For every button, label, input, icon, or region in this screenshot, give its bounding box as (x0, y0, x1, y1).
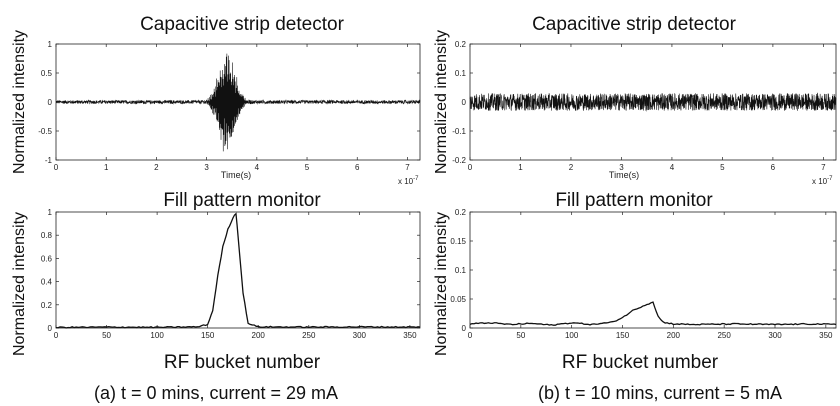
x-tick-label: 4 (670, 163, 675, 172)
x-tick-label: 100 (150, 331, 164, 340)
x-tick-label: 200 (667, 331, 681, 340)
y-tick-label: 0.6 (41, 254, 53, 263)
x-tick-label: 300 (768, 331, 782, 340)
y-tick-label: 0.2 (455, 208, 467, 217)
y-tick-label: 0 (48, 98, 53, 107)
x-tick-label: 250 (717, 331, 731, 340)
x-tick-label: 50 (102, 331, 111, 340)
x-tick-label: 150 (616, 331, 630, 340)
panel-b-top-exponent-base: x 10 (812, 177, 828, 186)
y-tick-label: 0.5 (41, 69, 53, 78)
x-tick-label: 3 (619, 163, 624, 172)
panel-a-bottom-xlabel: RF bucket number (164, 352, 321, 373)
plot-a-bottom: 0 50 100 150 200 250 300 350 0 0.2 0.4 0.6 0.8 1 (41, 208, 421, 340)
x-tick-label: 7 (821, 163, 826, 172)
x-tick-label: 5 (305, 163, 310, 172)
panel-b-bottom-ylabel: Normalized intensity (433, 212, 450, 356)
caption-b: (b) t = 10 mins, current = 5 mA (538, 383, 782, 403)
panel-b-top-xlabel: Time(s) (609, 170, 639, 180)
y-tick-label: 0.2 (41, 301, 53, 310)
y-tick-label: 0.2 (455, 40, 467, 49)
y-tick-label: 0 (462, 324, 467, 333)
signal-line (55, 53, 421, 152)
panel-a-top-xlabel: Time(s) (221, 170, 251, 180)
panel-b-bottom-title: Fill pattern monitor (555, 190, 713, 211)
x-tick-label: 350 (819, 331, 833, 340)
panel-b-top-ylabel: Normalized intensity (433, 30, 450, 174)
y-tick-label: 0.1 (455, 266, 467, 275)
panel-a-bottom-ylabel: Normalized intensity (11, 212, 28, 356)
y-tick-label: 0 (48, 324, 53, 333)
panel-a-top-title: Capacitive strip detector (140, 14, 344, 35)
panel-a-top-ylabel: Normalized intensity (11, 30, 28, 174)
x-tick-label: 5 (720, 163, 725, 172)
panel-a-bottom-title: Fill pattern monitor (163, 190, 321, 211)
y-tick-label: 1 (48, 40, 53, 49)
x-tick-label: 150 (201, 331, 215, 340)
x-tick-label: 0 (468, 163, 473, 172)
x-tick-label: 6 (355, 163, 360, 172)
series-line (469, 301, 837, 326)
x-tick-label: 1 (518, 163, 523, 172)
plot-frame (469, 211, 837, 329)
panel-a-top-exponent-power: -7 (413, 176, 419, 182)
series-line (55, 212, 421, 329)
x-tick-label: 2 (569, 163, 574, 172)
x-tick-label: 300 (353, 331, 367, 340)
x-tick-label: 2 (154, 163, 159, 172)
y-tick-label: -0.2 (452, 156, 466, 165)
x-tick-label: 100 (565, 331, 579, 340)
x-tick-label: 0 (468, 331, 473, 340)
y-tick-label: 1 (48, 208, 53, 217)
caption-a: (a) t = 0 mins, current = 29 mA (94, 383, 338, 403)
panel-b-top-exponent-power: -7 (827, 176, 833, 182)
x-tick-label: 250 (302, 331, 316, 340)
x-tick-label: 4 (255, 163, 260, 172)
y-tick-label: 0 (462, 98, 467, 107)
signal-line (469, 92, 837, 112)
panel-b-bottom-xlabel: RF bucket number (562, 352, 719, 373)
panel-b-top-exponent: x 10-7 (812, 176, 833, 186)
panel-a-top-exponent: x 10-7 (398, 176, 419, 186)
y-tick-label: -1 (45, 156, 53, 165)
plot-b-top: 0 1 2 3 4 5 6 7 -0.2 -0.1 0 0.1 0.2 (452, 40, 837, 172)
x-tick-label: 50 (516, 331, 525, 340)
plot-a-top: 0 1 2 3 4 5 6 7 -1 -0.5 0 0.5 1 (38, 40, 421, 172)
y-tick-label: 0.4 (41, 278, 53, 287)
plot-b-bottom: 0 50 100 150 200 250 300 350 0 0.05 0.1 0.15 0.2 (450, 208, 837, 340)
x-tick-label: 6 (771, 163, 776, 172)
panel-a-top-exponent-base: x 10 (398, 177, 414, 186)
x-tick-label: 7 (405, 163, 410, 172)
panel-b-top-title: Capacitive strip detector (532, 14, 736, 35)
y-tick-label: -0.1 (452, 127, 466, 136)
x-tick-label: 1 (104, 163, 109, 172)
y-tick-label: 0.8 (41, 231, 53, 240)
y-tick-label: 0.1 (455, 69, 467, 78)
x-tick-label: 3 (204, 163, 209, 172)
y-tick-label: 0.05 (450, 295, 466, 304)
x-tick-label: 350 (403, 331, 417, 340)
x-tick-label: 0 (54, 163, 59, 172)
x-tick-label: 0 (54, 331, 59, 340)
y-tick-label: 0.15 (450, 237, 466, 246)
y-tick-label: -0.5 (38, 127, 52, 136)
x-tick-label: 200 (252, 331, 266, 340)
